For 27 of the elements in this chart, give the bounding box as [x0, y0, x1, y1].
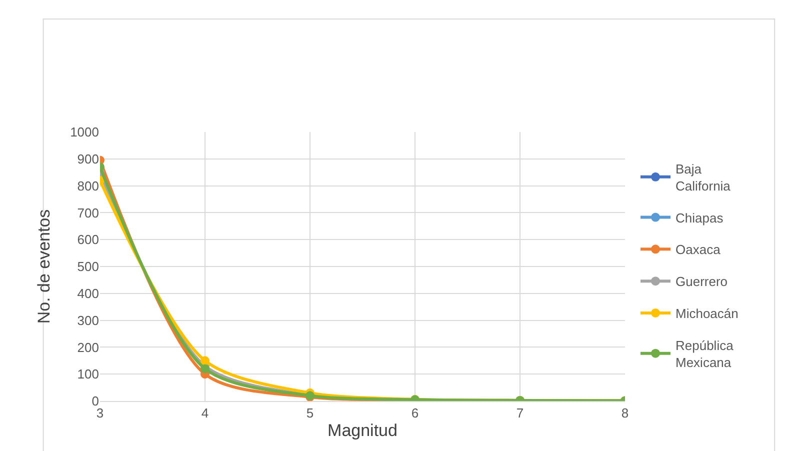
- y-tick-label: 900: [77, 151, 99, 166]
- legend-label: Guerrero: [676, 274, 728, 290]
- y-tick-label: 1000: [70, 124, 99, 140]
- point: [200, 356, 210, 366]
- x-tick-label: 7: [516, 406, 524, 421]
- x-tick-label: 6: [411, 406, 419, 421]
- point: [200, 364, 210, 374]
- x-tick-label: 4: [201, 406, 209, 421]
- y-tick-label: 0: [92, 394, 99, 409]
- y-tick-label: 400: [77, 286, 99, 301]
- y-tick-label: 300: [77, 312, 99, 328]
- legend-label: Chiapas: [676, 210, 724, 226]
- y-tick-label: 100: [77, 366, 99, 382]
- x-tick-label: 5: [306, 406, 314, 421]
- legend-label: Oaxaca: [676, 242, 722, 258]
- legend-label: Baja California: [676, 162, 732, 194]
- x-axis-title: Magnitud: [328, 421, 398, 440]
- y-axis-title: No. de eventos: [34, 209, 54, 324]
- x-tick-label: 3: [96, 406, 104, 421]
- legend-label: República Mexicana: [676, 338, 734, 370]
- y-tick-label: 700: [77, 205, 99, 220]
- y-tick-label: 500: [77, 259, 99, 274]
- y-tick-label: 800: [77, 178, 99, 194]
- x-tick-label: 8: [621, 406, 629, 421]
- y-tick-label: 200: [77, 340, 99, 355]
- y-tick-label: 600: [77, 232, 99, 248]
- legend-label: Michoacán: [676, 306, 738, 322]
